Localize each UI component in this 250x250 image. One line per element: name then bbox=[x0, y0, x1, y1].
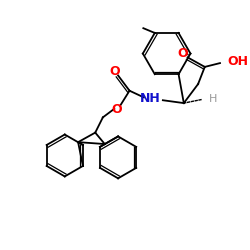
Text: O: O bbox=[111, 103, 122, 116]
Text: O: O bbox=[109, 65, 120, 78]
Text: O: O bbox=[178, 47, 188, 60]
Text: OH: OH bbox=[228, 55, 248, 68]
Text: NH: NH bbox=[140, 92, 161, 105]
Text: H: H bbox=[208, 94, 217, 104]
